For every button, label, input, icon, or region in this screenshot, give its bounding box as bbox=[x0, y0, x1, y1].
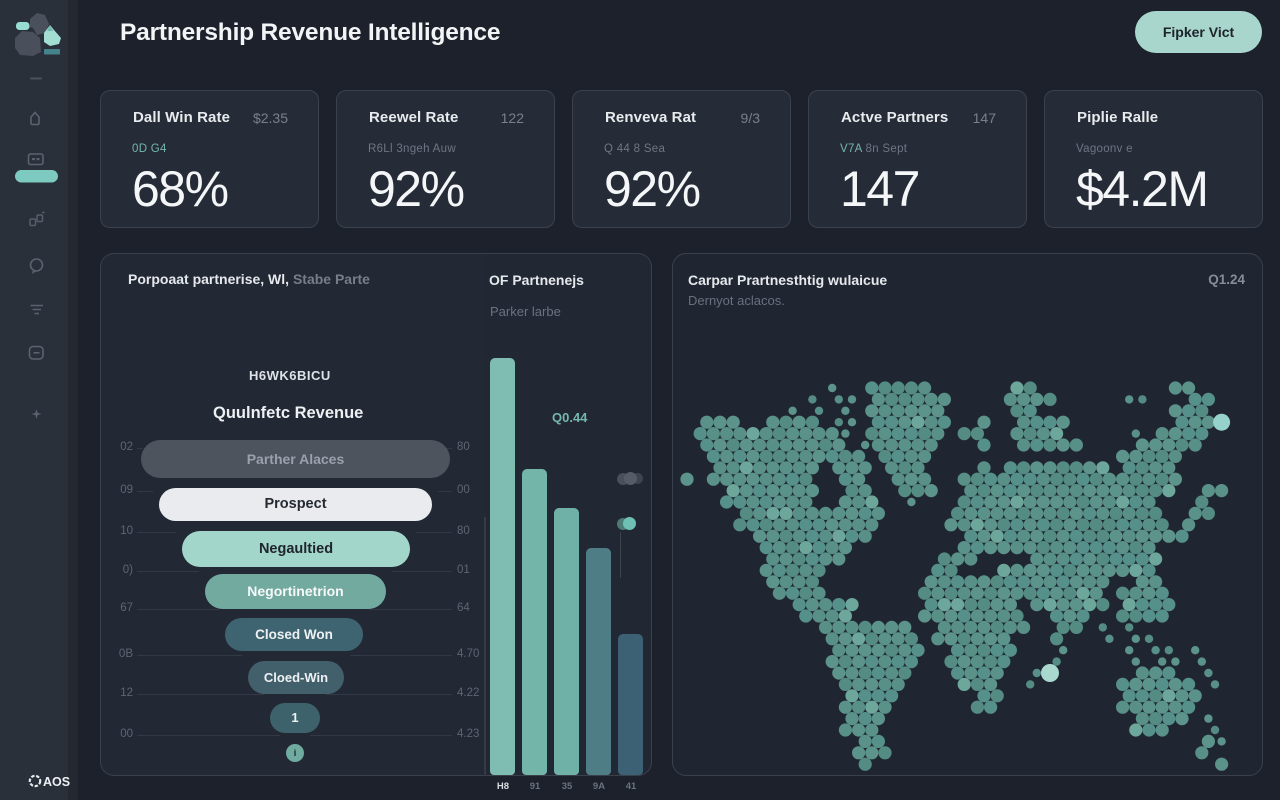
svg-text:AOS: AOS bbox=[43, 775, 70, 789]
